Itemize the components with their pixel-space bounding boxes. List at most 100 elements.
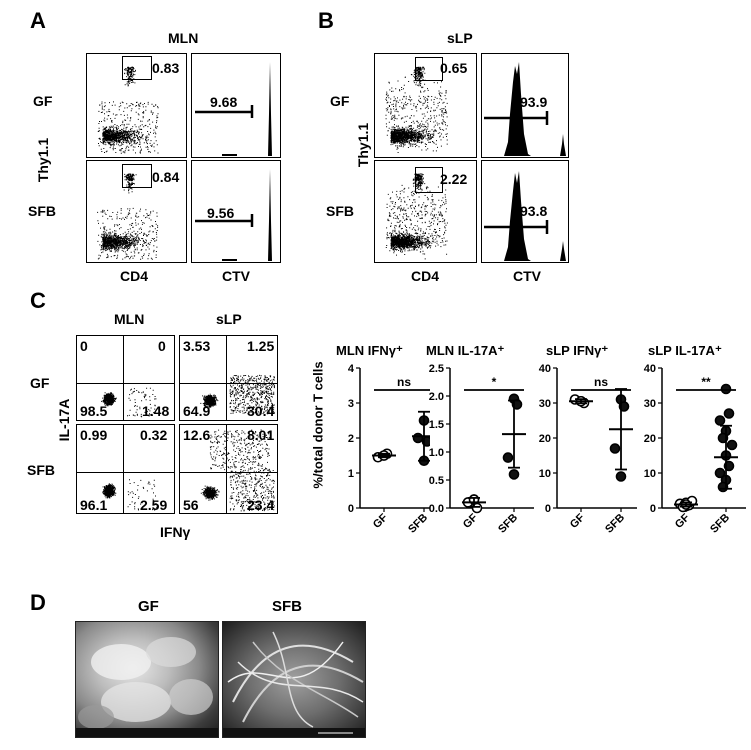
y-tick-label: 30 [644, 398, 656, 410]
dot-cloud [97, 66, 159, 154]
data-point [508, 469, 520, 480]
cloud-dots [385, 173, 448, 260]
panel-a-histogram-sfb [191, 160, 281, 263]
panel-a-gate-value-sfb: 0.84 [152, 169, 180, 185]
y-tick-label: 40 [644, 363, 656, 375]
cloud-dots [101, 387, 157, 418]
panel-c-row-gf: GF [30, 375, 50, 391]
panel-a-x-label-cd4: CD4 [120, 268, 149, 284]
x-tick-label: GF [568, 511, 587, 530]
panel-c-col-title-slp: sLP [216, 311, 242, 327]
x-tick-label: GF [371, 511, 390, 530]
y-tick-label: 2 [348, 433, 354, 445]
significance-label: ** [701, 375, 711, 389]
y-axis-title: %/total donor T cells [310, 361, 326, 489]
gate-box [122, 164, 152, 188]
quad-slp-sfb-bl: 56 [183, 497, 199, 513]
quad-mln-sfb-br: 2.59 [140, 497, 168, 513]
histogram [195, 62, 280, 156]
panel-a-row-gf: GF [33, 93, 53, 109]
data-point [609, 443, 621, 454]
quad-slp-gf-tl: 3.53 [183, 338, 211, 354]
panel-b-dotplot-sfb [374, 160, 477, 263]
y-tick-label: 0.5 [429, 475, 444, 487]
chart-title-mln-ifng: MLN IFNγ⁺ [336, 343, 403, 358]
x-tick-label: GF [461, 511, 480, 530]
y-tick-label: 20 [644, 433, 656, 445]
panel-b-title: sLP [447, 30, 473, 46]
panel-a-ctv-value-sfb: 9.56 [207, 205, 235, 221]
chart-mln-il17a: 0.0 0.5 1.0 1.5 2.0 2.5 GF SFB * [429, 363, 534, 536]
sem-texture [223, 631, 365, 737]
y-tick-label: 2.0 [429, 391, 444, 403]
chart-slp-ifng: 0 10 20 30 40 GF SFB ns [539, 363, 637, 536]
quad-mln-sfb-tr: 0.32 [140, 427, 168, 443]
quad-mln-gf-tl: 0 [80, 338, 88, 354]
panel-a-dotplot-gf [86, 53, 187, 158]
panel-c-quad-mln-sfb [76, 424, 175, 514]
panel-letter-d: D [30, 590, 46, 615]
y-tick-label: 2.5 [429, 363, 444, 375]
quad-slp-gf-bl: 64.9 [183, 403, 211, 419]
sem-image-gf [75, 621, 219, 738]
panel-c-row-sfb: SFB [27, 462, 55, 478]
panel-b-x-label-cd4: CD4 [411, 268, 440, 284]
quadrant-v-line [123, 336, 124, 420]
panel-letter-a: A [30, 8, 46, 33]
panel-a-ctv-value-gf: 9.68 [210, 94, 238, 110]
y-tick-label: 10 [539, 468, 551, 480]
y-tick-label: 3 [348, 398, 354, 410]
chart-title-mln-il17a: MLN IL-17A⁺ [426, 343, 505, 358]
cloud-dots [200, 374, 275, 415]
histogram [195, 169, 280, 261]
cloud-dots [200, 429, 275, 512]
gate-box [415, 57, 443, 81]
panel-c-quad-slp-gf [179, 335, 278, 421]
quad-slp-sfb-br: 23.4 [247, 497, 275, 513]
data-point [723, 408, 735, 419]
quadrant-h-line [180, 383, 277, 384]
quad-mln-gf-tr: 0 [158, 338, 166, 354]
chart-title-slp-il17a: sLP IL-17A⁺ [648, 343, 722, 358]
y-tick-label: 1 [348, 468, 354, 480]
y-tick-label: 1.5 [429, 419, 444, 431]
quad-slp-sfb-tl: 12.6 [183, 427, 211, 443]
histogram [484, 171, 566, 261]
histogram [484, 62, 566, 156]
dot-cloud [102, 479, 158, 511]
panel-b-gate-value-sfb: 2.22 [440, 171, 468, 187]
data-point [714, 415, 726, 426]
sem-image-sfb [222, 621, 366, 738]
panel-b-histogram-gf [481, 53, 569, 158]
y-tick-label: 0 [650, 503, 656, 515]
cloud-dots [102, 479, 158, 511]
quadrant-v-line [226, 336, 227, 420]
panel-a-dotplot-sfb [86, 160, 187, 263]
quadrant-h-line [77, 383, 174, 384]
quad-slp-sfb-tr: 8.01 [247, 427, 275, 443]
panel-d-label-sfb: SFB [272, 598, 302, 615]
panel-b-x-label-ctv: CTV [513, 268, 541, 284]
dot-cloud [200, 374, 275, 415]
significance-label: ns [397, 375, 411, 389]
x-tick-label: SFB [603, 512, 627, 536]
panel-b-ctv-value-sfb: 93.8 [520, 203, 548, 219]
quad-mln-gf-bl: 98.5 [80, 403, 108, 419]
quadrant-h-line [180, 472, 277, 473]
y-tick-label: 0 [348, 503, 354, 515]
significance-label: ns [594, 375, 608, 389]
quad-slp-gf-br: 30.4 [247, 403, 275, 419]
y-tick-label: 20 [539, 433, 551, 445]
dot-cloud [200, 429, 275, 512]
panel-a-y-axis-label: Thy1.1 [35, 137, 51, 183]
dot-cloud [97, 173, 159, 260]
sem-texture [76, 637, 218, 737]
panel-c-quad-mln-gf [76, 335, 175, 421]
data-point [726, 439, 738, 451]
quad-mln-sfb-tl: 0.99 [80, 427, 108, 443]
cloud-dots [385, 66, 448, 153]
panel-letter-b: B [318, 8, 334, 33]
panel-b-row-sfb: SFB [326, 203, 354, 219]
dot-cloud [385, 173, 448, 260]
